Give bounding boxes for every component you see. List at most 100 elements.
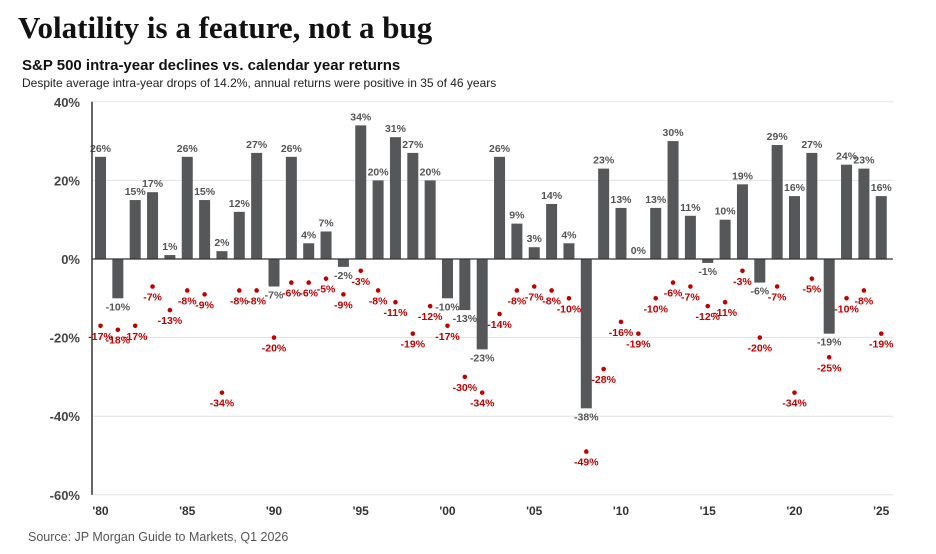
return-bar <box>442 259 453 299</box>
decline-point <box>306 280 312 285</box>
decline-point <box>445 323 450 329</box>
return-label: 29% <box>767 131 789 143</box>
decline-label: -49% <box>574 457 599 469</box>
decline-point <box>566 296 572 301</box>
return-bar <box>754 259 766 283</box>
decline-point <box>323 276 329 281</box>
chart-description: Despite average intra-year drops of 14.2… <box>22 76 497 90</box>
return-label: -6% <box>750 286 769 298</box>
return-label: -38% <box>574 411 599 423</box>
decline-point <box>878 331 884 336</box>
return-label: 13% <box>610 194 632 206</box>
return-label: 26% <box>489 143 511 155</box>
return-bar <box>667 141 679 259</box>
decline-label: -19% <box>626 339 651 351</box>
return-label: 12% <box>229 198 251 210</box>
decline-label: -8% <box>230 295 249 307</box>
return-label: 19% <box>732 170 754 182</box>
return-label: -10% <box>435 301 460 313</box>
return-label: 30% <box>663 127 685 139</box>
return-bar <box>511 223 523 259</box>
decline-label: -3% <box>733 276 752 288</box>
return-bar <box>823 259 835 334</box>
decline-point <box>150 284 155 289</box>
return-bar <box>320 231 332 259</box>
decline-label: -34% <box>470 398 495 410</box>
decline-label: -25% <box>817 362 842 374</box>
decline-point <box>115 327 121 333</box>
decline-label: -3% <box>351 276 370 288</box>
decline-point <box>688 284 693 289</box>
y-tick-label: 20% <box>54 173 80 188</box>
decline-point <box>98 323 103 329</box>
decline-point <box>722 299 728 305</box>
return-bar <box>650 207 662 259</box>
y-tick-label: 0% <box>61 252 80 267</box>
return-bar <box>389 137 401 259</box>
return-label: 16% <box>784 182 806 194</box>
return-bar <box>841 164 853 259</box>
chart-subtitle: S&P 500 intra-year declines vs. calendar… <box>22 57 401 74</box>
return-label: 9% <box>509 210 525 222</box>
decline-label: -20% <box>262 343 287 355</box>
decline-point <box>375 288 381 293</box>
return-label: 20% <box>368 166 390 178</box>
return-bar <box>806 152 818 259</box>
return-label: 4% <box>561 229 577 241</box>
decline-point <box>549 288 554 293</box>
decline-point <box>341 292 346 297</box>
return-bar <box>233 211 245 259</box>
decline-label: -34% <box>782 398 807 410</box>
decline-label: -30% <box>453 382 478 394</box>
x-tick-label: '95 <box>353 504 370 518</box>
decline-label: -11% <box>713 307 738 319</box>
x-tick-label: '20 <box>786 504 803 518</box>
decline-point <box>167 307 173 313</box>
decline-point <box>358 268 364 274</box>
decline-label: -19% <box>401 339 426 351</box>
return-bar <box>251 152 263 259</box>
return-bar <box>216 251 228 259</box>
return-label: 17% <box>142 178 164 190</box>
return-label: 26% <box>90 143 112 155</box>
decline-label: -17% <box>123 331 148 343</box>
decline-point <box>184 288 190 293</box>
decline-point <box>514 288 520 293</box>
decline-label: -28% <box>591 374 616 386</box>
decline-point <box>584 449 589 454</box>
return-bar <box>719 219 731 259</box>
decline-label: -8% <box>508 295 527 307</box>
decline-point <box>427 303 433 309</box>
x-tick-label: '15 <box>700 504 717 518</box>
x-tick-label: '85 <box>179 504 196 518</box>
decline-point <box>271 335 277 340</box>
return-bar <box>199 200 211 259</box>
decline-label: -8% <box>542 295 561 307</box>
decline-label: -9% <box>195 299 214 311</box>
return-bar <box>407 152 419 259</box>
decline-point <box>844 296 849 301</box>
decline-point <box>601 366 606 372</box>
return-bar <box>285 156 297 259</box>
decline-point <box>479 390 485 395</box>
x-tick-label: '80 <box>92 504 109 518</box>
decline-point <box>531 284 537 289</box>
return-bar <box>129 200 141 259</box>
decline-point <box>497 311 502 317</box>
decline-point <box>393 299 398 305</box>
return-bar <box>684 215 696 259</box>
return-label: 31% <box>385 123 407 135</box>
source-note: Source: JP Morgan Guide to Markets, Q1 2… <box>28 530 289 544</box>
decline-point <box>792 390 797 395</box>
return-bar <box>268 259 280 287</box>
return-label: 27% <box>801 139 823 151</box>
decline-point <box>653 296 658 301</box>
return-label: 14% <box>541 190 563 202</box>
decline-label: -6% <box>664 288 683 300</box>
decline-point <box>202 292 207 297</box>
y-tick-label: -40% <box>50 409 81 424</box>
return-bar <box>598 168 610 259</box>
decline-label: -10% <box>643 303 668 315</box>
decline-label: -8% <box>855 295 874 307</box>
return-bar <box>789 196 800 259</box>
